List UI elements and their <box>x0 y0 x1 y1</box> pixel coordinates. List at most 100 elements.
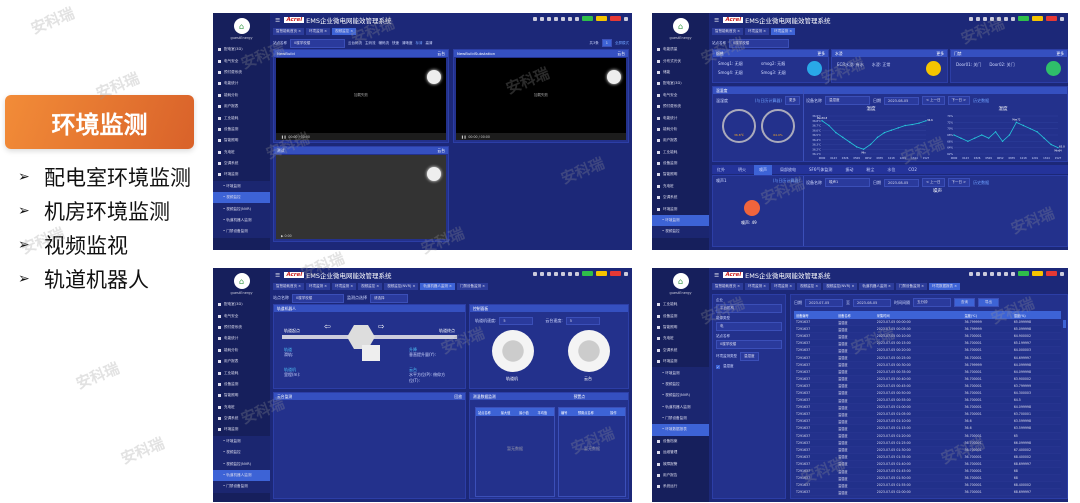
ptz-button[interactable]: 云台 <box>437 147 445 153</box>
search-icon[interactable] <box>976 271 980 276</box>
table-row[interactable]: T291637 温湿度 2023-07-05 00:00:00 36.799999 65… <box>794 319 1061 327</box>
sidebar-item[interactable]: 电气安全 <box>213 55 270 66</box>
alarm-badge[interactable] <box>610 271 621 276</box>
refresh-icon[interactable] <box>554 271 558 276</box>
device-select[interactable]: 温湿度 <box>825 96 870 105</box>
date-picker[interactable]: 2023-08-05 <box>884 178 919 187</box>
calc-link[interactable]: (与日历计算器) <box>772 178 800 183</box>
theme-icon[interactable] <box>547 271 551 276</box>
sidebar-item[interactable]: 空调系统 <box>652 345 709 356</box>
sidebar-item[interactable]: • 门禁设备监测 <box>213 226 270 238</box>
ptz-control-icon[interactable] <box>607 70 621 84</box>
table-row[interactable]: T291637 温湿度 2023-07-05 01:15:00 36.6 63.5999… <box>794 424 1061 433</box>
ptz-speed-select[interactable]: 5 <box>565 317 600 325</box>
sidebar-item[interactable]: 充电桩 <box>213 402 270 413</box>
alarm-badge[interactable] <box>610 16 621 21</box>
sidebar-item[interactable]: • 轨道机器人监测 <box>213 469 270 482</box>
rail-speed-select[interactable]: 5 <box>499 317 534 325</box>
sidebar-item[interactable]: 设备监测 <box>652 158 709 169</box>
sidebar-item[interactable]: 配电室(3D) <box>652 78 709 89</box>
sidebar-item[interactable]: • 门禁设备监测 <box>213 481 270 493</box>
menu-toggle-icon[interactable]: ≡ <box>275 270 281 279</box>
screen-icon[interactable] <box>1004 271 1008 276</box>
sidebar-item[interactable]: 电气安全 <box>652 90 709 101</box>
sidebar-item[interactable]: 能耗分析 <box>213 345 270 356</box>
page-tab[interactable]: 环境监测 × <box>771 283 796 290</box>
sidebar-item[interactable]: 智能照明 <box>213 390 270 401</box>
search-icon[interactable] <box>540 271 544 276</box>
sidebar-item[interactable]: 故障报警 <box>652 458 709 469</box>
sidebar-item[interactable]: 用户报告 <box>652 470 709 481</box>
next-day-button[interactable]: 下一日 > <box>947 96 971 105</box>
page-tab[interactable]: 环境监测 × <box>771 28 796 35</box>
more-button[interactable]: 更多 <box>817 50 825 56</box>
scrollbar[interactable] <box>1063 320 1066 328</box>
sidebar-item[interactable]: 运维管理 <box>652 447 709 458</box>
refresh-icon[interactable] <box>990 271 994 276</box>
refresh-icon[interactable] <box>990 16 994 21</box>
env-tab[interactable]: CO2 <box>908 167 917 172</box>
sidebar-item[interactable]: 能耗分析 <box>213 90 270 101</box>
table-row[interactable]: T291637 温湿度 2023-07-05 00:55:00 36.700001 64… <box>794 396 1061 405</box>
sidebar-item[interactable]: 配电室(3D) <box>213 44 270 55</box>
page-button[interactable]: 1 <box>601 39 612 47</box>
sidebar-item[interactable]: • 视频监控 <box>213 192 270 204</box>
table-row[interactable]: T291637 温湿度 2023-07-05 00:20:00 36.700001 64… <box>794 346 1061 355</box>
export-button[interactable]: 导出 <box>978 298 999 307</box>
table-row[interactable]: T291637 温湿度 2023-07-05 00:50:00 36.700001 64… <box>794 389 1061 398</box>
sidebar-item[interactable]: • 环境监测 <box>652 214 709 227</box>
sidebar-item[interactable]: 电气安全 <box>213 310 270 321</box>
sidebar-item[interactable]: • 轨道机器人监测 <box>213 214 270 227</box>
alarm-badge[interactable] <box>596 16 607 21</box>
more-button[interactable]: 更多 <box>785 96 800 105</box>
sidebar-item[interactable]: 充电桩 <box>652 333 709 344</box>
screen-icon[interactable] <box>568 271 572 276</box>
filter-select[interactable]: 电 <box>716 322 782 331</box>
fullscreen-icon[interactable] <box>561 271 565 276</box>
user-icon[interactable] <box>1060 271 1064 276</box>
shirt-icon[interactable] <box>1011 271 1015 276</box>
table-row[interactable]: T291637 温湿度 2023-07-05 01:00:00 36.700001 64… <box>794 403 1061 412</box>
sidebar-item[interactable]: 工业能耗 <box>213 367 270 378</box>
sidebar-item[interactable]: 设备监测 <box>213 124 270 135</box>
page-tab[interactable]: 环境监测 × <box>306 283 331 290</box>
search-icon[interactable] <box>540 16 544 21</box>
page-tab[interactable]: 环境监测 × <box>745 283 770 290</box>
sidebar-item[interactable]: • 环境数据报表 <box>652 424 709 436</box>
table-row[interactable]: T291637 温湿度 2023-07-05 01:35:00 36.700001 68… <box>794 453 1061 461</box>
sidebar-item[interactable]: 环境监测 <box>213 169 270 180</box>
search-icon[interactable] <box>976 16 980 21</box>
sidebar-item[interactable]: • 视频监控(NVR) <box>213 458 270 470</box>
env-tab[interactable]: 红外 <box>717 166 725 172</box>
theme-icon[interactable] <box>547 16 551 21</box>
rail-direction-pad[interactable] <box>492 330 534 372</box>
user-icon[interactable] <box>624 16 628 21</box>
shirt-icon[interactable] <box>1011 16 1015 21</box>
pause-icon[interactable]: ❚❚ <box>281 134 289 139</box>
playback-button[interactable]: 回放 <box>454 393 462 399</box>
filter-select[interactable]: 0楼学校楼 <box>716 340 782 349</box>
page-tab[interactable]: 视频监控 × <box>332 28 357 35</box>
sidebar-item[interactable]: 空调系统 <box>213 158 270 169</box>
sidebar-item[interactable]: 工业能耗 <box>652 147 709 158</box>
sidebar-item[interactable]: 能耗分析 <box>652 124 709 135</box>
history-link[interactable]: 历史数据 <box>973 97 990 103</box>
history-link[interactable]: 历史数据 <box>973 179 990 185</box>
refresh-icon[interactable] <box>554 16 558 21</box>
ptz-button[interactable]: 云台 <box>617 50 625 56</box>
video-player[interactable] <box>276 155 446 239</box>
sidebar-item[interactable]: 分布式光伏 <box>652 55 709 66</box>
prev-day-button[interactable]: < 上一日 <box>922 96 945 105</box>
table-row[interactable]: T291637 温湿度 2023-07-05 00:25:00 36.700001 64… <box>794 353 1061 362</box>
menu-toggle-icon[interactable]: ≡ <box>714 270 720 279</box>
sidebar-item[interactable]: 环境监测 <box>652 356 709 367</box>
sidebar-item[interactable]: • 视频监控(NVR) <box>652 390 709 402</box>
play-icon[interactable]: ▶ <box>281 233 285 238</box>
sidebar-item[interactable]: 设备监测 <box>213 379 270 390</box>
shirt-icon[interactable] <box>575 16 579 21</box>
settings-icon[interactable] <box>533 16 537 21</box>
device-checkbox[interactable]: ✓ 温湿度 <box>716 364 782 369</box>
sidebar-item[interactable]: 空调系统 <box>652 192 709 203</box>
sidebar-item[interactable]: 电能统计 <box>213 78 270 89</box>
sidebar-item[interactable]: • 门禁设备监测 <box>652 412 709 425</box>
